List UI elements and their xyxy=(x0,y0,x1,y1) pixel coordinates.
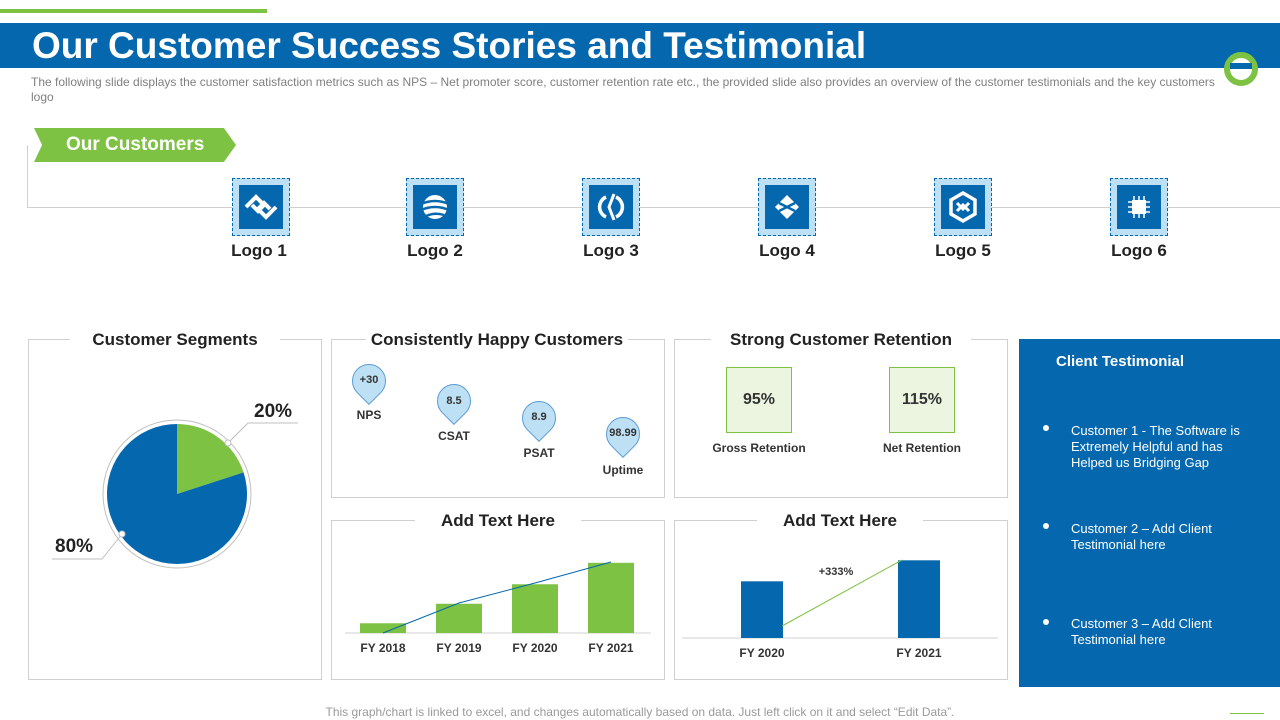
logo-1-label: Logo 1 xyxy=(231,241,287,260)
ring-icon xyxy=(1224,52,1258,86)
logo-5-label: Logo 5 xyxy=(935,241,991,260)
nps-label: NPS xyxy=(356,408,382,422)
gross-retention-box: 95% xyxy=(726,367,792,433)
psat-label: PSAT xyxy=(523,446,555,460)
customers-connector-horizontal xyxy=(27,207,1280,208)
net-retention-label: Net Retention xyxy=(883,441,961,455)
x-tick-label: FY 2021 xyxy=(588,641,633,655)
pie-slice-1 xyxy=(177,424,244,494)
page-title: Our Customer Success Stories and Testimo… xyxy=(32,25,867,66)
segments-pie-chart xyxy=(102,419,252,569)
retention-title: Strong Customer Retention xyxy=(711,330,971,350)
testimonial-panel xyxy=(1019,339,1280,687)
bar-chart-1-title: Add Text Here xyxy=(415,511,581,531)
customers-banner-label: Our Customers xyxy=(66,134,205,155)
csat-value: 8.5 xyxy=(446,395,462,407)
ring-bar-decoration xyxy=(1230,63,1252,69)
bar-fy-2019 xyxy=(436,603,482,633)
bullet-icon xyxy=(1043,523,1049,529)
bar-chart-1: FY 2018 FY 2019 FY 2020 FY 2021 xyxy=(345,561,651,655)
top-accent-line xyxy=(0,9,267,13)
testimonial-item-1: Customer 1 - The Software is Extremely H… xyxy=(1071,423,1240,470)
chip-icon xyxy=(1128,196,1150,218)
title-bar xyxy=(0,23,1280,68)
psat-value: 8.9 xyxy=(531,411,547,423)
gross-retention-label: Gross Retention xyxy=(712,441,806,455)
logo-2-label: Logo 2 xyxy=(407,241,463,260)
bar-fy-2020 xyxy=(741,581,783,638)
page-subtitle: The following slide displays the custome… xyxy=(31,75,1215,104)
pie-leader-lines xyxy=(52,422,298,560)
testimonial-item-2: Customer 2 – Add Client Testimonial here xyxy=(1071,521,1212,552)
testimonial-title: Client Testimonial xyxy=(1056,353,1185,370)
customers-connector-vertical xyxy=(27,145,28,208)
logo-6[interactable] xyxy=(1110,178,1168,236)
hexagon-icon xyxy=(949,190,977,224)
retention-panel xyxy=(674,339,1008,498)
pie-slice-2 xyxy=(107,424,248,564)
nps-value: +30 xyxy=(359,374,379,386)
growth-annotation: +333% xyxy=(819,566,854,578)
logo-3[interactable] xyxy=(582,178,640,236)
uptime-value: 98.99 xyxy=(609,427,637,439)
footnote: This graph/chart is linked to excel, and… xyxy=(325,705,955,719)
x-tick-label: FY 2018 xyxy=(360,641,405,655)
x-tick-label: FY 2019 xyxy=(436,641,481,655)
bar-fy-2020 xyxy=(512,584,558,633)
net-retention-box: 115% xyxy=(889,367,955,433)
pie-label-80: 80% xyxy=(55,536,94,557)
testimonial-item-3: Customer 3 – Add Client Testimonial here xyxy=(1071,616,1212,647)
logo-4-label: Logo 4 xyxy=(759,241,815,260)
segments-title: Customer Segments xyxy=(70,330,280,350)
logo-1[interactable] xyxy=(232,178,290,236)
logo-4[interactable] xyxy=(758,178,816,236)
refresh-icon xyxy=(597,193,625,221)
trend-line xyxy=(382,561,612,634)
globe-icon xyxy=(420,195,450,219)
trend-line xyxy=(781,559,903,627)
uptime-label: Uptime xyxy=(602,463,644,477)
bar-fy-2021 xyxy=(588,562,634,633)
logo-2[interactable] xyxy=(406,178,464,236)
x-tick-label: FY 2020 xyxy=(512,641,557,655)
bar-fy-2018 xyxy=(360,623,406,633)
logo-5[interactable] xyxy=(934,178,992,236)
x-tick-label: FY 2020 xyxy=(739,646,784,660)
bullet-icon xyxy=(1043,425,1049,431)
bar-chart-2: FY 2020 FY 2021 +333% xyxy=(682,559,998,660)
bullet-icon xyxy=(1043,619,1049,625)
diamond-icon xyxy=(775,195,799,219)
x-tick-label: FY 2021 xyxy=(896,646,941,660)
bar-chart-2-title: Add Text Here xyxy=(757,511,923,531)
happy-title: Consistently Happy Customers xyxy=(366,330,628,350)
handshake-icon xyxy=(244,194,278,220)
pie-label-20: 20% xyxy=(254,401,293,422)
logo-6-label: Logo 6 xyxy=(1111,241,1167,260)
footer-accent-line xyxy=(1230,713,1264,714)
bar-fy-2021 xyxy=(898,560,940,638)
customers-banner: Our Customers xyxy=(34,128,236,162)
csat-label: CSAT xyxy=(438,429,470,443)
logo-3-label: Logo 3 xyxy=(583,241,639,260)
